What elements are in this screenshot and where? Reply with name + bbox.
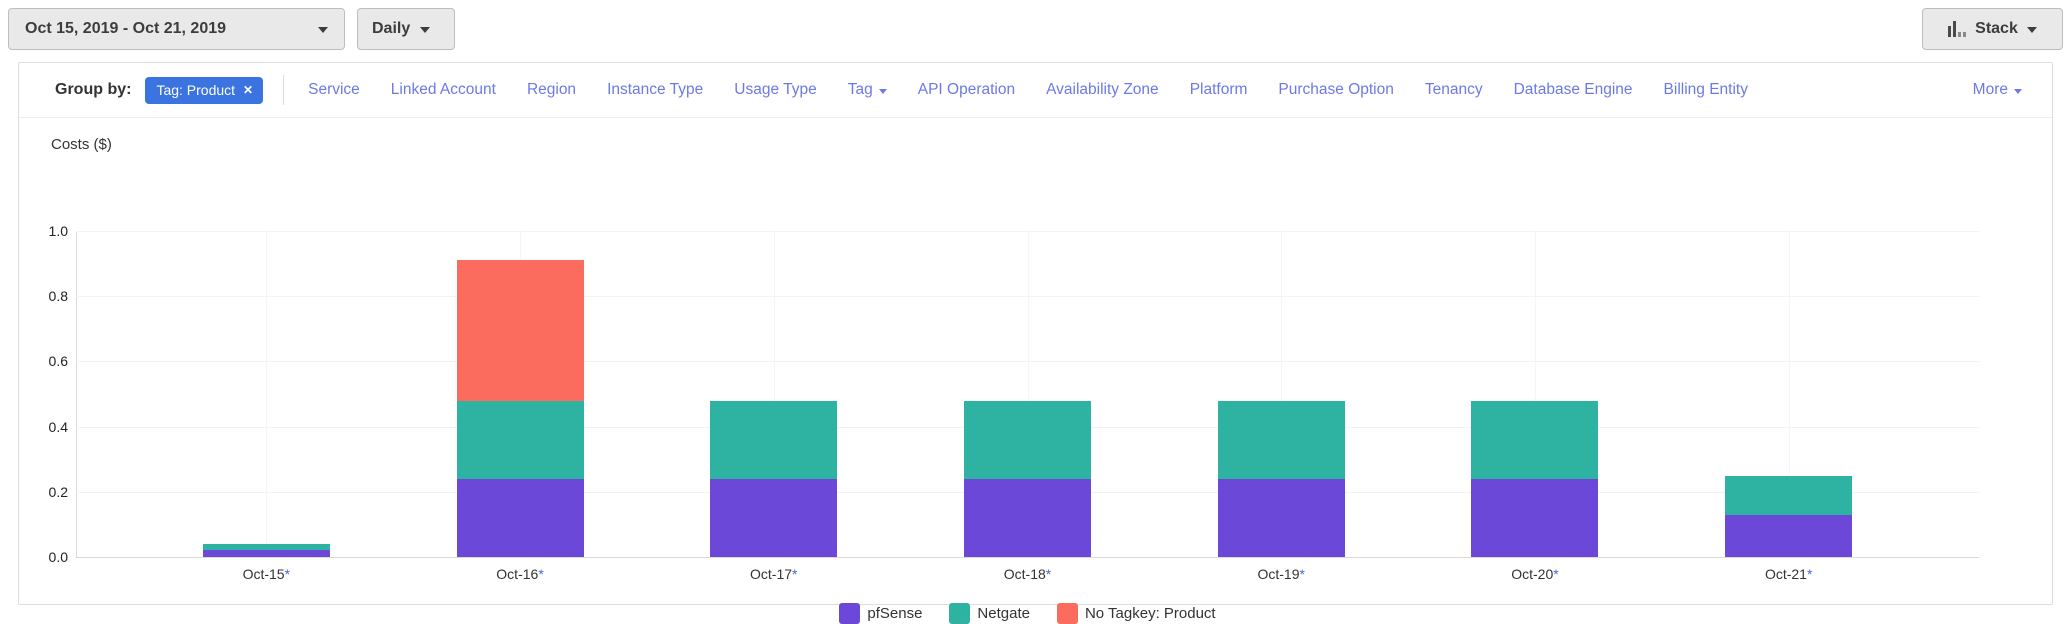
group-by-link-platform[interactable]: Platform [1190,81,1248,99]
group-by-link-instance-type[interactable]: Instance Type [607,81,703,99]
link-label: Tenancy [1424,81,1483,98]
date-range-label: Oct 15, 2019 - Oct 21, 2019 [25,20,227,37]
link-label: Platform [1189,81,1248,98]
bar-segment-netgate-oct-16[interactable] [456,400,584,479]
chart-legend: pfSense Netgate No Tagkey: Product [76,603,1979,624]
link-label: Purchase Option [1278,81,1394,98]
chevron-down-icon [2014,88,2022,94]
bar-segment-netgate-oct-15[interactable] [202,543,330,551]
group-by-link-usage-type[interactable]: Usage Type [734,81,816,99]
bar-segment-netgate-oct-19[interactable] [1217,400,1345,479]
bar-segment-pfsense-oct-18[interactable] [964,478,1091,557]
granularity-selector[interactable]: Daily [357,8,455,50]
bar-segment-pfsense-oct-17[interactable] [710,478,838,557]
x-tick-label: Oct-21* [1764,566,1813,582]
x-axis-line [76,557,1979,558]
x-tick-label: Oct-19* [1257,566,1305,582]
bar-segment-pfsense-oct-15[interactable] [202,550,330,557]
bar-segment-netgate-oct-17[interactable] [710,400,838,479]
date-range-selector[interactable]: Oct 15, 2019 - Oct 21, 2019 [8,8,345,50]
bar-segment-pfsense-oct-16[interactable] [456,478,584,557]
bar-segment-netgate-oct-21[interactable] [1725,475,1853,515]
y-tick-label: 1.0 [48,223,68,239]
group-by-link-service[interactable]: Service [308,81,360,99]
chevron-down-icon [318,27,328,33]
granularity-label: Daily [372,20,411,37]
cost-chart: Costs ($) 0.0 0.2 0.4 0.6 0.8 1.0 Oct-15* Oct-… [19,118,2052,624]
group-by-link-tenancy[interactable]: Tenancy [1425,81,1483,99]
legend-swatch [839,603,861,624]
bar-segment-pfsense-oct-19[interactable] [1217,478,1345,557]
legend-label: pfSense [867,605,923,622]
legend-label: No Tagkey: Product [1084,605,1216,622]
group-by-link-tag[interactable]: Tag [848,81,887,99]
chevron-down-icon [878,88,887,94]
more-label: More [1972,81,2008,98]
legend-item-netgate[interactable]: Netgate [949,603,1030,624]
group-by-links: Service Linked Account Region Instance Type… [308,81,1748,99]
link-label: Availability Zone [1046,81,1159,98]
group-by-link-linked-account[interactable]: Linked Account [391,81,496,99]
gridline-vertical [1281,231,1283,557]
bar-segment-netgate-oct-20[interactable] [1471,400,1599,479]
cost-explorer-panel: Group by: Tag: Product ✕ Service Linked A… [18,62,2053,624]
bar-chart-icon [1948,21,1967,37]
legend-item-pfsense[interactable]: pfSense [839,603,922,624]
link-label: Service [308,81,360,98]
bar-segment-no-tagkey-product-oct-16[interactable] [456,260,584,401]
link-label: Tag [847,81,873,98]
legend-item-no-tagkey-product[interactable]: No Tagkey: Product [1056,603,1216,624]
chip-label: Tag: Product [156,81,236,98]
x-tick-label: Oct-17* [750,566,798,582]
group-by-link-api-operation[interactable]: API Operation [918,81,1015,99]
chart-style-label: Stack [1975,20,2018,37]
bar-segment-pfsense-oct-21[interactable] [1725,514,1853,557]
x-tick-label: Oct-20* [1511,566,1559,582]
y-tick-label: 0.0 [48,549,68,565]
link-label: API Operation [917,81,1016,98]
legend-swatch [1056,603,1078,624]
y-tick-label: 0.8 [48,288,68,305]
legend-label: Netgate [977,605,1030,622]
y-tick-label: 0.6 [48,353,68,370]
chevron-down-icon [2026,27,2037,33]
gridline-vertical [1027,231,1029,557]
y-tick-label: 0.4 [48,418,68,435]
group-by-bar: Group by: Tag: Product ✕ Service Linked A… [19,63,2052,118]
legend-swatch [949,603,971,624]
gridline-vertical [266,231,268,557]
gridline-vertical [1788,231,1790,557]
divider [283,75,285,105]
y-axis-line [76,231,77,557]
chevron-down-icon [420,27,431,33]
close-icon[interactable]: ✕ [243,82,254,97]
link-label: Database Engine [1513,81,1633,98]
bar-segment-pfsense-oct-20[interactable] [1471,478,1599,557]
x-tick-label: Oct-18* [1003,566,1052,582]
gridline-vertical [773,231,775,557]
group-by-label: Group by: [55,81,132,98]
x-tick-label: Oct-15* [242,566,291,582]
group-by-link-billing-entity[interactable]: Billing Entity [1664,81,1748,99]
y-tick-label: 0.2 [48,483,68,500]
toolbar: Oct 15, 2019 - Oct 21, 2019 Daily Stack [0,0,2071,62]
group-by-link-database-engine[interactable]: Database Engine [1514,81,1633,99]
y-axis-title: Costs ($) [51,136,112,153]
link-label: Instance Type [607,81,704,98]
link-label: Usage Type [734,81,817,98]
plot-area [76,231,1979,558]
group-by-link-availability-zone[interactable]: Availability Zone [1046,81,1159,99]
link-label: Region [526,81,577,98]
bar-segment-netgate-oct-18[interactable] [964,400,1091,479]
group-by-chip-tag-product[interactable]: Tag: Product ✕ [145,76,264,104]
group-by-link-purchase-option[interactable]: Purchase Option [1278,81,1393,99]
group-by-more[interactable]: More [1973,81,2022,99]
chart-style-selector[interactable]: Stack [1922,8,2063,50]
link-label: Linked Account [390,81,496,98]
x-tick-label: Oct-16* [496,566,544,582]
gridline-vertical [1534,231,1536,557]
group-by-link-region[interactable]: Region [527,81,576,99]
link-label: Billing Entity [1663,81,1748,98]
